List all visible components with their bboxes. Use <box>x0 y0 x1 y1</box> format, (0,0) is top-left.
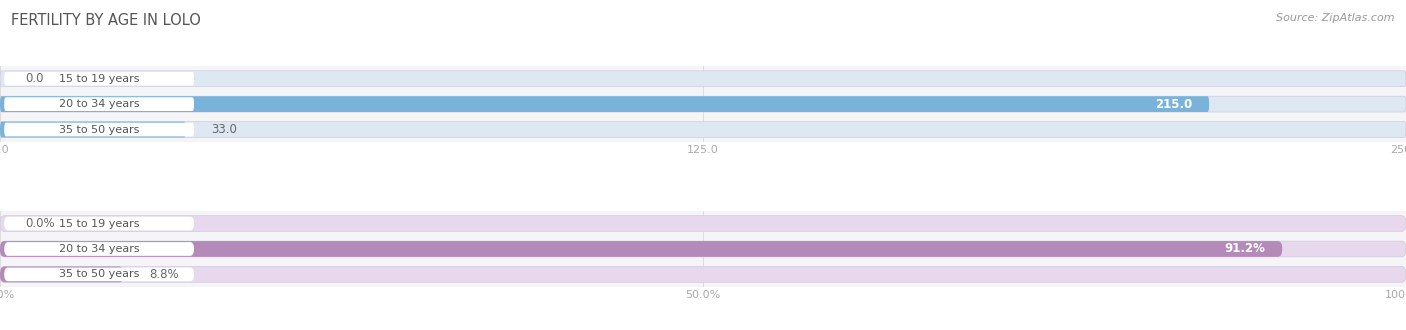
Text: 35 to 50 years: 35 to 50 years <box>59 269 139 280</box>
Text: 8.8%: 8.8% <box>149 268 179 281</box>
Text: 15 to 19 years: 15 to 19 years <box>59 218 139 229</box>
Text: 0.0%: 0.0% <box>25 217 55 230</box>
Text: 33.0: 33.0 <box>211 123 236 136</box>
FancyBboxPatch shape <box>0 96 1209 112</box>
Text: 215.0: 215.0 <box>1156 98 1192 111</box>
FancyBboxPatch shape <box>0 216 1406 231</box>
Text: FERTILITY BY AGE IN LOLO: FERTILITY BY AGE IN LOLO <box>11 13 201 28</box>
FancyBboxPatch shape <box>4 242 194 256</box>
FancyBboxPatch shape <box>0 241 1282 257</box>
FancyBboxPatch shape <box>4 72 194 85</box>
Text: 20 to 34 years: 20 to 34 years <box>59 244 139 254</box>
FancyBboxPatch shape <box>4 97 194 111</box>
FancyBboxPatch shape <box>0 122 186 137</box>
FancyBboxPatch shape <box>0 267 1406 282</box>
FancyBboxPatch shape <box>0 71 1406 86</box>
FancyBboxPatch shape <box>4 217 194 230</box>
FancyBboxPatch shape <box>0 267 124 282</box>
FancyBboxPatch shape <box>4 268 194 281</box>
Text: 35 to 50 years: 35 to 50 years <box>59 124 139 135</box>
Text: 20 to 34 years: 20 to 34 years <box>59 99 139 109</box>
FancyBboxPatch shape <box>0 122 1406 137</box>
FancyBboxPatch shape <box>4 123 194 136</box>
Text: 91.2%: 91.2% <box>1225 243 1265 255</box>
Text: Source: ZipAtlas.com: Source: ZipAtlas.com <box>1277 13 1395 23</box>
FancyBboxPatch shape <box>0 96 1406 112</box>
Text: 0.0: 0.0 <box>25 72 44 85</box>
FancyBboxPatch shape <box>0 241 1406 257</box>
Text: 15 to 19 years: 15 to 19 years <box>59 74 139 84</box>
